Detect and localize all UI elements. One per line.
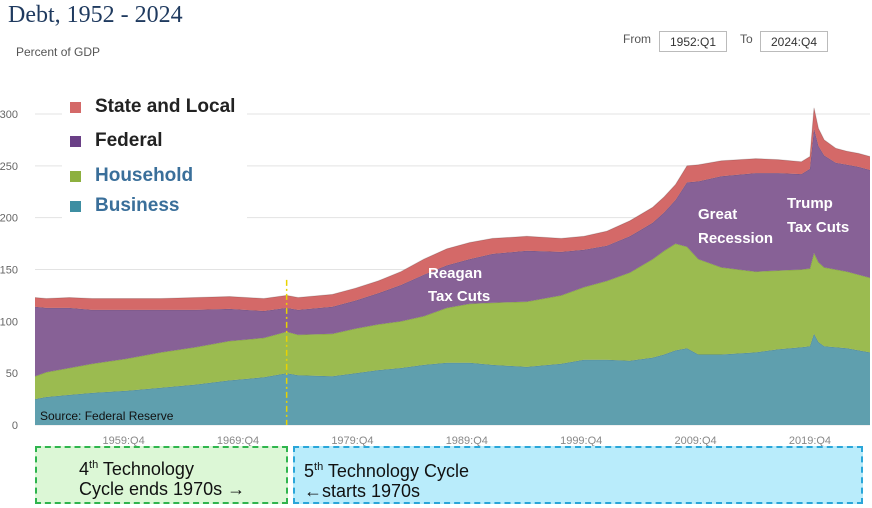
annotation-reagan: Reagan Tax Cuts — [428, 265, 490, 305]
x-tick-label-4: 1999:Q4 — [560, 435, 602, 447]
x-tick-label-2: 1979:Q4 — [331, 435, 373, 447]
annotation-trump-line1: Trump — [787, 195, 833, 212]
fifth-cycle-line1: 5th Technology Cycle — [304, 456, 469, 482]
range-from-label: From — [623, 32, 651, 46]
fourth-cycle-title: Technology — [98, 459, 194, 479]
source-note: Source: Federal Reserve — [40, 409, 174, 423]
y-axis-label: Percent of GDP — [16, 45, 101, 59]
y-tick-label-100: 100 — [0, 316, 18, 328]
fourth-cycle-line2: Cycle ends 1970s → — [79, 479, 246, 499]
stacked-areas — [34, 107, 871, 425]
annotation-recession-line2: Recession — [698, 230, 773, 247]
fourth-cycle-box: 4th Technology Cycle ends 1970s → — [35, 446, 288, 504]
legend-swatch-household — [70, 170, 81, 182]
fifth-cycle-title: Technology Cycle — [323, 461, 469, 481]
x-tick-label-5: 2009:Q4 — [674, 435, 716, 447]
legend-swatch-business — [70, 200, 81, 212]
range-to-input[interactable]: 2024:Q4 — [760, 31, 828, 52]
y-tick-label-300: 300 — [0, 109, 18, 121]
area-federal — [35, 128, 870, 377]
y-tick-label-200: 200 — [0, 213, 18, 225]
annotation-trump: Trump Tax Cuts — [787, 195, 849, 236]
annotation-great-recession: Great Recession — [698, 206, 773, 247]
x-tick-label-3: 1989:Q4 — [446, 435, 488, 447]
annotation-reagan-line2: Tax Cuts — [428, 288, 490, 305]
y-tick-label-50: 50 — [6, 368, 18, 380]
legend-item-business[interactable]: Business — [70, 195, 179, 217]
y-tick-label-250: 250 — [0, 161, 18, 173]
fourth-cycle-number: 4 — [79, 459, 90, 479]
area-household — [35, 243, 870, 400]
fifth-cycle-number: 5 — [304, 461, 315, 481]
x-tick-label-1: 1969:Q4 — [217, 435, 259, 447]
legend-label-state-local: State and Local — [95, 96, 236, 117]
annotation-reagan-line1: Reagan — [428, 265, 482, 282]
legend-item-household[interactable]: Household — [70, 165, 193, 187]
fifth-cycle-suffix: th — [314, 461, 324, 473]
chart-title: Debt, 1952 - 2024 — [8, 2, 183, 28]
legend-swatch-federal — [70, 135, 81, 147]
legend: State and Local Federal Household Busine… — [62, 90, 247, 225]
annotation-recession-line1: Great — [698, 206, 737, 223]
legend-label-federal: Federal — [95, 130, 163, 151]
x-tick-label-6: 2019:Q4 — [789, 435, 831, 447]
annotation-trump-line2: Tax Cuts — [787, 219, 849, 236]
area-business — [35, 333, 870, 425]
legend-label-household: Household — [95, 165, 194, 186]
y-tick-label-150: 150 — [0, 265, 18, 277]
fourth-cycle-line1: 4th Technology — [79, 454, 194, 480]
fifth-cycle-box: 5th Technology Cycle ←starts 1970s — [293, 446, 863, 504]
legend-label-business: Business — [95, 195, 180, 216]
x-tick-label-0: 1959:Q4 — [103, 435, 145, 447]
range-to-label: To — [740, 32, 753, 46]
legend-swatch-state-local — [70, 101, 81, 113]
fourth-cycle-suffix: th — [89, 459, 99, 471]
legend-item-state-local[interactable]: State and Local — [70, 96, 235, 118]
x-axis-ticks: 1959:Q4 1969:Q4 1979:Q4 1989:Q4 1999:Q4 2009:… — [103, 435, 832, 447]
fifth-cycle-line2: ←starts 1970s — [304, 481, 421, 501]
y-axis-ticks: 0 50 100 150 200 250 300 — [0, 109, 18, 432]
y-tick-label-0: 0 — [12, 420, 18, 432]
range-from-input[interactable]: 1952:Q1 — [659, 31, 727, 52]
legend-item-federal[interactable]: Federal — [70, 130, 163, 152]
area-state-local-edge — [34, 107, 871, 300]
